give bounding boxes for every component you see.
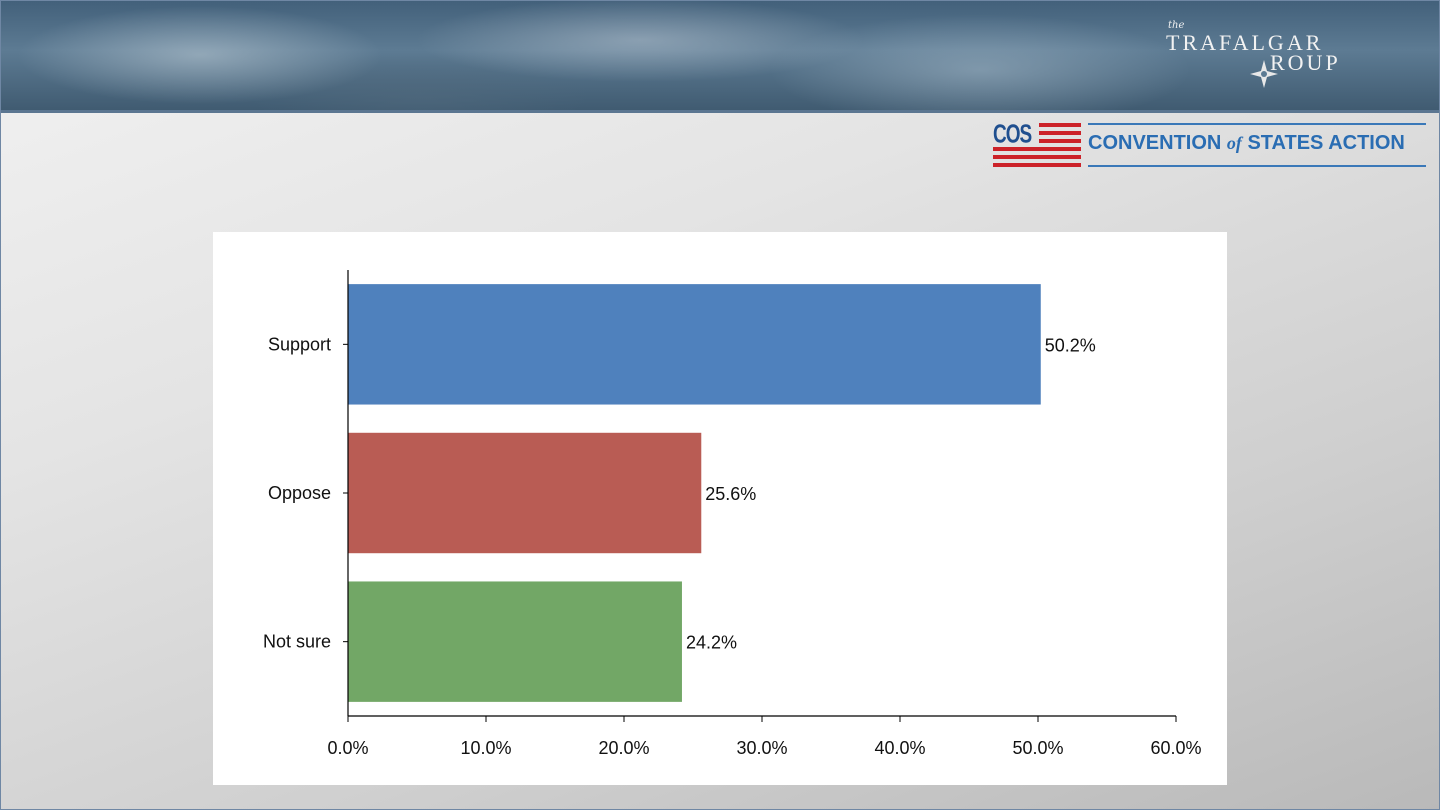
category-label: Support: [268, 334, 331, 354]
chart-panel: 50.2% Support 25.6% Oppose 24.2% Not sure 0.0%…: [213, 232, 1227, 785]
logo-the-text: the: [1168, 20, 1185, 31]
convention-of-states-logo: COS CONVENTION of STATES ACTION: [993, 121, 1428, 171]
category-label: Not sure: [263, 632, 331, 652]
x-tick-label: 40.0%: [874, 738, 925, 758]
cos-abbreviation: COS: [993, 121, 1032, 150]
logo-line1: TRAFALGAR: [1166, 30, 1324, 55]
category-label: Oppose: [268, 483, 331, 503]
x-tick-label: 60.0%: [1150, 738, 1201, 758]
x-tick-label: 50.0%: [1012, 738, 1063, 758]
trafalgar-group-logo: the TRAFALGAR ROUP: [1166, 20, 1376, 96]
logo-line2: ROUP: [1270, 50, 1341, 75]
cos-bottom-rule: [1088, 165, 1426, 167]
x-tick-label: 10.0%: [460, 738, 511, 758]
header-divider: [0, 110, 1440, 113]
compass-star-icon: [1250, 60, 1278, 88]
x-tick-label: 30.0%: [736, 738, 787, 758]
x-tick-label: 20.0%: [598, 738, 649, 758]
bar-oppose: [348, 432, 702, 554]
sponsor-name-part1: CONVENTION: [1088, 132, 1227, 154]
bar-support: [348, 284, 1041, 405]
sponsor-name: CONVENTION of STATES ACTION: [1088, 132, 1405, 155]
sponsor-name-part2: STATES ACTION: [1241, 132, 1405, 154]
data-label: 25.6%: [705, 484, 756, 504]
data-label: 50.2%: [1045, 335, 1096, 355]
flag-stripes-icon: [993, 123, 1081, 167]
bar-chart: 50.2% Support 25.6% Oppose 24.2% Not sure 0.0%…: [263, 270, 1202, 758]
sponsor-name-of: of: [1226, 133, 1242, 153]
bar-not-sure: [348, 581, 682, 702]
cos-top-rule: [1088, 123, 1426, 125]
x-tick-label: 0.0%: [327, 738, 368, 758]
data-label: 24.2%: [686, 633, 737, 653]
header-banner: [0, 0, 1440, 112]
